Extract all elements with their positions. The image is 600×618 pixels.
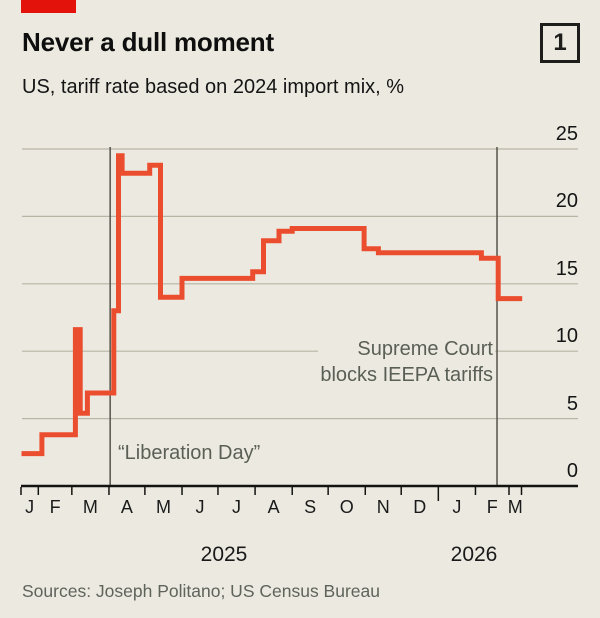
annotation-supreme-court-line1: Supreme Court bbox=[357, 338, 493, 360]
y-axis-label-5: 5 bbox=[566, 392, 578, 415]
x-axis-month-label-9: O bbox=[339, 497, 354, 517]
annotation-supreme-court-line2: blocks IEEPA tariffs bbox=[320, 364, 493, 386]
x-axis-month-label-2: M bbox=[82, 497, 98, 517]
x-axis-month-label-3: A bbox=[120, 497, 133, 517]
y-axis-label-25: 25 bbox=[555, 123, 578, 145]
x-axis-month-label-11: D bbox=[413, 497, 427, 517]
y-axis-label-0: 0 bbox=[566, 460, 578, 482]
x-axis-month-label-14: M bbox=[507, 497, 523, 517]
x-axis-month-label-10: N bbox=[376, 497, 390, 517]
x-axis-year-label-2026: 2026 bbox=[450, 543, 498, 566]
source-note: Sources: Joseph Politano; US Census Bure… bbox=[22, 581, 380, 601]
y-axis-label-20: 20 bbox=[555, 190, 578, 213]
x-axis-year-label-2025: 2025 bbox=[200, 543, 248, 566]
page-title: Never a dull moment bbox=[22, 27, 274, 57]
y-axis-label-15: 15 bbox=[555, 257, 578, 280]
x-axis-month-label-8: S bbox=[304, 497, 317, 517]
x-axis-month-label-6: J bbox=[232, 497, 242, 517]
annotation-supreme-court: Supreme Court blocks IEEPA tariffs bbox=[318, 336, 495, 388]
economist-red-tab bbox=[21, 0, 76, 13]
x-axis-month-label-7: A bbox=[267, 497, 280, 517]
y-axis-label-10: 10 bbox=[555, 325, 578, 348]
x-axis-month-label-12: J bbox=[452, 497, 462, 517]
x-axis-month-label-13: F bbox=[486, 497, 498, 517]
chart-index-badge: 1 bbox=[540, 23, 580, 63]
x-axis-month-label-1: F bbox=[49, 497, 61, 517]
x-axis-month-label-4: M bbox=[155, 497, 171, 517]
chart-subtitle: US, tariff rate based on 2024 import mix… bbox=[22, 76, 405, 98]
chart-index-number: 1 bbox=[553, 29, 567, 56]
tariff-rate-line bbox=[21, 153, 523, 457]
x-axis-month-label-5: J bbox=[195, 497, 205, 517]
x-axis-month-label-0: J bbox=[25, 497, 35, 517]
annotation-liberation-day: “Liberation Day” bbox=[116, 440, 263, 466]
